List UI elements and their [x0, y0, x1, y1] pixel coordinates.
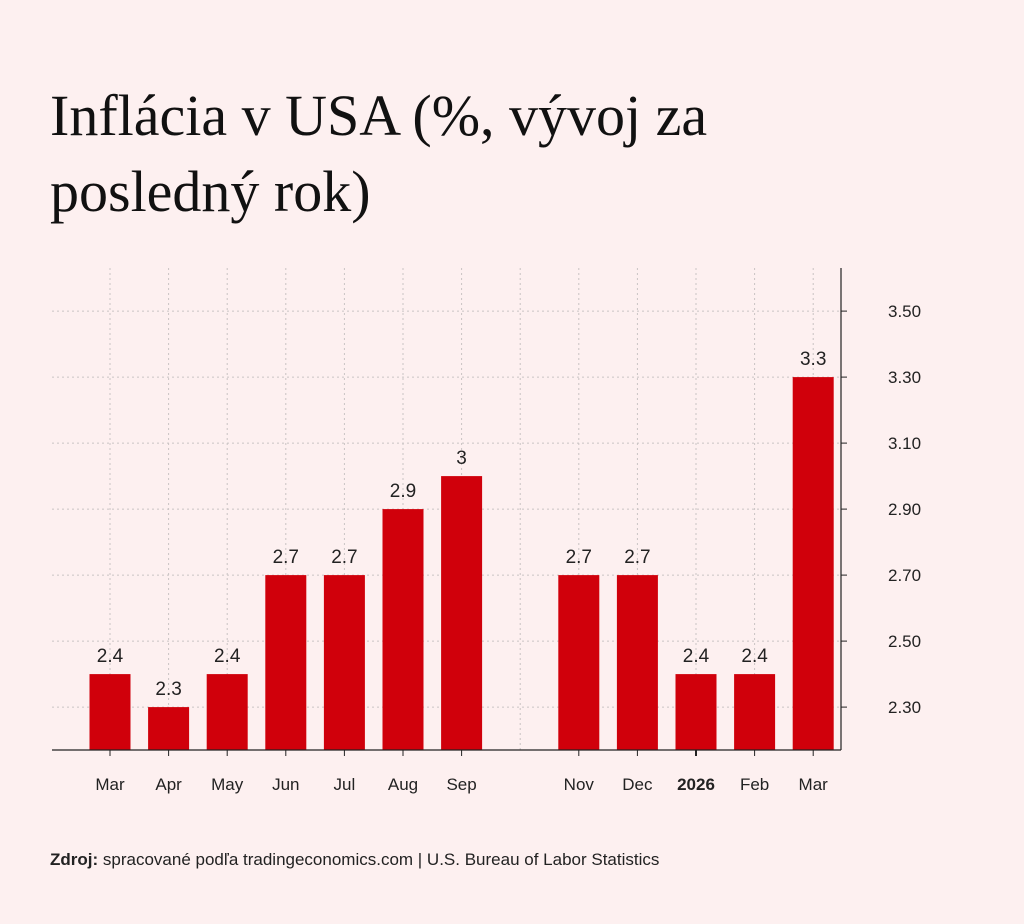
- y-tick-label: 2.70: [888, 566, 921, 585]
- bar: [675, 674, 717, 750]
- x-tick-label: Aug: [388, 775, 418, 794]
- y-tick-label: 3.30: [888, 368, 921, 387]
- bar-value-label: 2.4: [97, 646, 124, 667]
- x-tick-label: Mar: [799, 775, 829, 794]
- bar-value-label: 2.9: [390, 481, 416, 502]
- bar-value-label: 2.7: [273, 547, 299, 568]
- source-note: Zdroj: spracované podľa tradingeconomics…: [50, 850, 659, 870]
- x-tick-label: Sep: [446, 775, 476, 794]
- bar: [734, 674, 776, 750]
- x-tick-label: Feb: [740, 775, 769, 794]
- bar: [558, 575, 600, 750]
- bar: [89, 674, 131, 750]
- bar-value-labels: 2.4 2.3 2.4 2.7 2.7 2.9 3 2.7 2.7 2.4 2.4 3.3: [97, 349, 827, 700]
- bar: [265, 575, 307, 750]
- x-tick-label: Nov: [564, 775, 595, 794]
- bar-value-label: 2.7: [624, 547, 650, 568]
- x-tick-label: Apr: [155, 775, 182, 794]
- y-tick-label: 2.90: [888, 500, 921, 519]
- axes: [52, 268, 847, 756]
- bar: [382, 509, 424, 750]
- bar-value-label: 3: [456, 448, 467, 469]
- bar-value-label: 3.3: [800, 349, 826, 370]
- bar-value-label: 2.4: [214, 646, 241, 667]
- y-tick-label: 3.10: [888, 434, 921, 453]
- bar: [616, 575, 658, 750]
- x-tick-label: Dec: [622, 775, 653, 794]
- x-tick-label: Jun: [272, 775, 299, 794]
- bar-value-label: 2.4: [741, 646, 768, 667]
- bar: [206, 674, 248, 750]
- bar-value-label: 2.4: [683, 646, 710, 667]
- chart-title: Inflácia v USA (%, vývoj za posledný rok…: [50, 83, 708, 224]
- y-tick-label: 2.50: [888, 632, 921, 651]
- bar: [792, 377, 834, 750]
- x-tick-label: Jul: [334, 775, 356, 794]
- x-tick-label: Mar: [95, 775, 125, 794]
- x-tick-label: May: [211, 775, 244, 794]
- bars: [89, 377, 834, 750]
- y-tick-label: 3.50: [888, 302, 921, 321]
- bar: [148, 707, 190, 750]
- x-tick-label: 2026: [677, 775, 715, 794]
- bar-value-label: 2.3: [155, 679, 181, 700]
- y-tick-label: 2.30: [888, 698, 921, 717]
- bar-value-label: 2.7: [331, 547, 357, 568]
- bar: [323, 575, 365, 750]
- x-tick-labels: Mar Apr May Jun Jul Aug Sep Nov Dec 2026 Feb Mar: [95, 775, 828, 794]
- source-label: Zdroj:: [50, 850, 99, 869]
- bar-value-label: 2.7: [566, 547, 592, 568]
- y-tick-labels: 2.30 2.50 2.70 2.90 3.10 3.30 3.50: [888, 302, 921, 717]
- source-text: spracované podľa tradingeconomics.com | …: [102, 850, 660, 869]
- bar: [441, 476, 483, 750]
